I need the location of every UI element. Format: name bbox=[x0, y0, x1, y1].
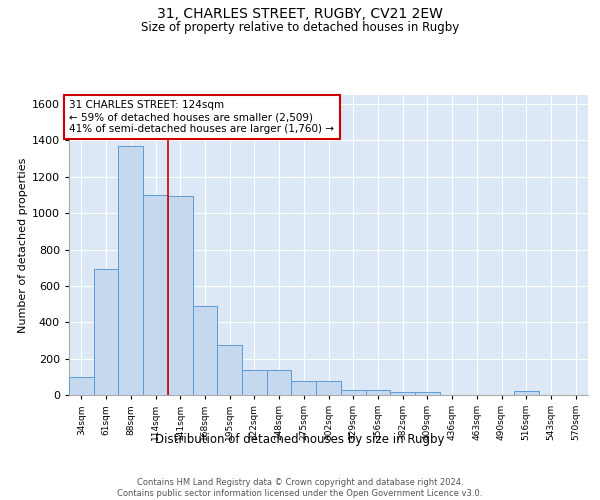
Bar bbox=[267, 370, 292, 395]
Bar bbox=[365, 390, 390, 395]
Bar bbox=[118, 146, 143, 395]
Bar bbox=[292, 382, 316, 395]
Bar bbox=[316, 382, 341, 395]
Text: Distribution of detached houses by size in Rugby: Distribution of detached houses by size … bbox=[155, 432, 445, 446]
Bar bbox=[143, 195, 168, 395]
Bar bbox=[168, 196, 193, 395]
Bar bbox=[415, 392, 440, 395]
Bar bbox=[94, 268, 118, 395]
Bar bbox=[242, 370, 267, 395]
Y-axis label: Number of detached properties: Number of detached properties bbox=[17, 158, 28, 332]
Text: 31 CHARLES STREET: 124sqm
← 59% of detached houses are smaller (2,509)
41% of se: 31 CHARLES STREET: 124sqm ← 59% of detac… bbox=[70, 100, 334, 134]
Bar bbox=[514, 392, 539, 395]
Text: Size of property relative to detached houses in Rugby: Size of property relative to detached ho… bbox=[141, 21, 459, 34]
Bar bbox=[341, 390, 365, 395]
Bar bbox=[193, 306, 217, 395]
Bar bbox=[390, 392, 415, 395]
Text: 31, CHARLES STREET, RUGBY, CV21 2EW: 31, CHARLES STREET, RUGBY, CV21 2EW bbox=[157, 8, 443, 22]
Bar bbox=[217, 345, 242, 395]
Bar bbox=[69, 377, 94, 395]
Text: Contains HM Land Registry data © Crown copyright and database right 2024.
Contai: Contains HM Land Registry data © Crown c… bbox=[118, 478, 482, 498]
